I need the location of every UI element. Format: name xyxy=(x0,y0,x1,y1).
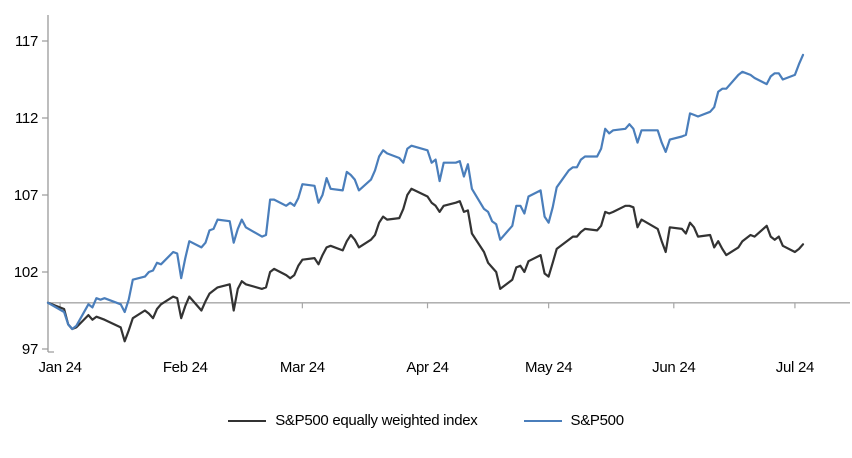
sp500-line-swatch xyxy=(523,419,562,422)
x-tick-label: Apr 24 xyxy=(406,359,448,376)
equal-weight-series-line xyxy=(46,187,805,343)
sp500-series-line xyxy=(46,53,805,331)
y-tick-label: 112 xyxy=(15,110,38,127)
legend-label-equal-weight: S&P500 equally weighted index xyxy=(275,412,478,429)
legend-item-equal-weight: S&P500 equally weighted index xyxy=(228,412,478,429)
legend-label-sp500: S&P500 xyxy=(570,412,625,429)
y-tick-label: 102 xyxy=(14,264,38,281)
equal-weight-line-swatch xyxy=(228,419,267,422)
x-tick-label: May 24 xyxy=(525,359,572,376)
x-tick-label: Feb 24 xyxy=(163,359,208,376)
x-tick-label: Jan 24 xyxy=(38,359,81,376)
x-tick-label: Mar 24 xyxy=(280,359,325,376)
legend-item-sp500: S&P500 xyxy=(523,412,625,429)
x-tick-label: Jun 24 xyxy=(652,359,695,376)
y-tick-label: 117 xyxy=(15,33,38,50)
chart-legend: S&P500 equally weighted index S&P500 xyxy=(0,412,852,429)
y-tick-label: 107 xyxy=(14,187,38,204)
x-tick-label: Jul 24 xyxy=(776,359,814,376)
y-tick-label: 97 xyxy=(22,341,38,358)
